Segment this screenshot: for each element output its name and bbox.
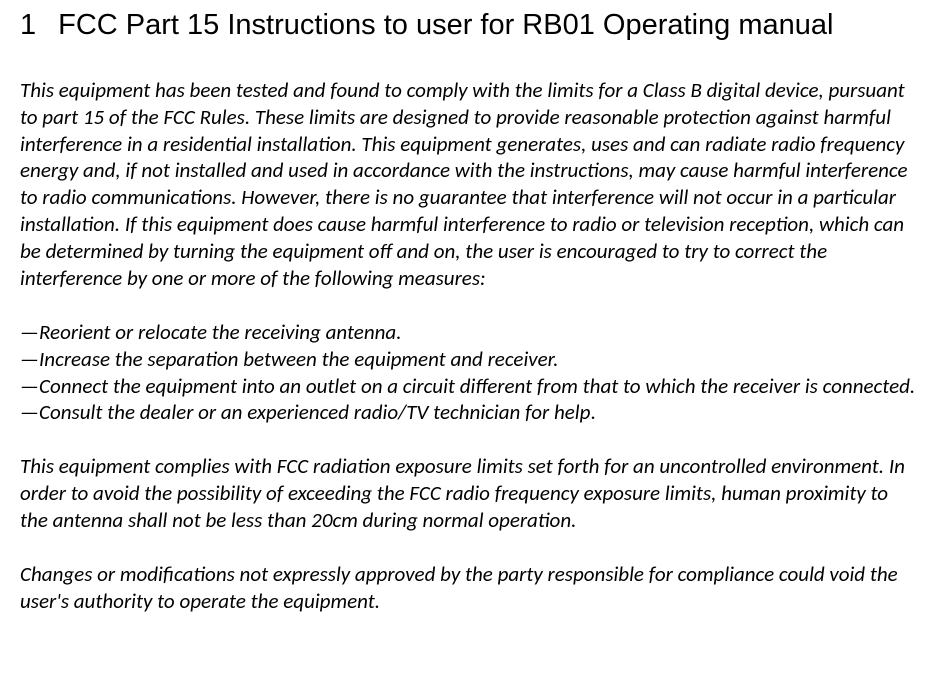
paragraph-spacer bbox=[20, 292, 920, 319]
paragraph-spacer bbox=[20, 426, 920, 453]
paragraph-spacer bbox=[20, 534, 920, 561]
bullet-text: —Consult the dealer or an experienced ra… bbox=[20, 399, 590, 425]
exposure-paragraph: This equipment complies with FCC radiati… bbox=[20, 453, 920, 534]
bullet-item: —Increase the separation between the equ… bbox=[20, 346, 920, 373]
bullet-item: —Reorient or relocate the receiving ante… bbox=[20, 319, 920, 346]
section-number: 1 bbox=[20, 8, 36, 43]
bullet-item: —Connect the equipment into an outlet on… bbox=[20, 373, 920, 400]
section-title: FCC Part 15 Instructions to user for RB0… bbox=[58, 9, 833, 41]
changes-paragraph: Changes or modifications not expressly a… bbox=[20, 561, 920, 615]
document-page: 1 FCC Part 15 Instructions to user for RB… bbox=[0, 0, 940, 635]
section-heading: 1 FCC Part 15 Instructions to user for RB… bbox=[20, 8, 920, 43]
bullet-item: —Consult the dealer or an experienced ra… bbox=[20, 399, 920, 426]
intro-paragraph: This equipment has been tested and found… bbox=[20, 77, 920, 292]
bullet-dot: . bbox=[590, 399, 595, 425]
